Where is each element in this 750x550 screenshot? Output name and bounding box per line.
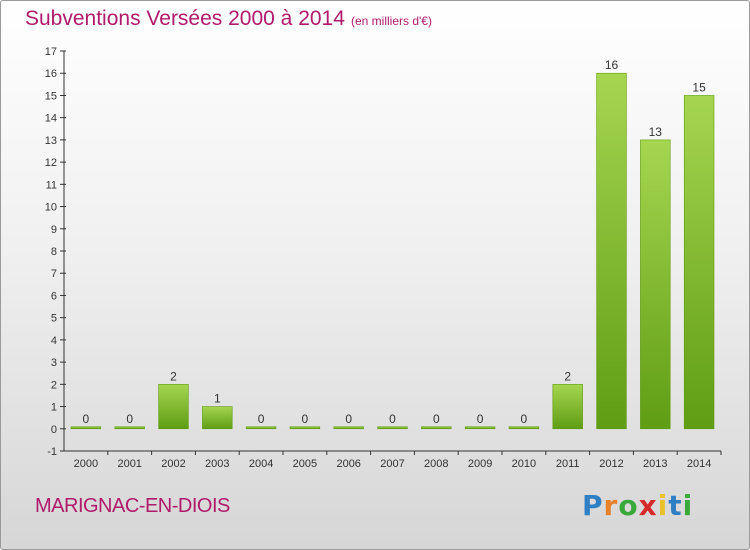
- bar-value-label: 2: [170, 369, 177, 383]
- x-tick-label: 2008: [424, 458, 448, 470]
- bar: [640, 139, 671, 430]
- logo-letter: i: [657, 489, 669, 522]
- y-tick-label: 4: [51, 335, 57, 347]
- bar: [158, 384, 189, 430]
- bar-value-label: 13: [649, 125, 663, 139]
- y-tick-label: 5: [51, 313, 57, 325]
- bar-value-label: 15: [692, 80, 706, 94]
- y-tick-label: 15: [45, 90, 57, 102]
- x-tick-label: 2007: [380, 458, 404, 470]
- commune-name: MARIGNAC-EN-DIOIS: [35, 495, 230, 517]
- bar-value-label: 0: [258, 412, 265, 426]
- bar: [377, 426, 408, 430]
- chart-unit-note: (en milliers d'€): [351, 14, 432, 28]
- y-tick-label: 3: [51, 357, 57, 369]
- bar-value-label: 0: [477, 412, 484, 426]
- bar: [683, 95, 715, 430]
- proxiti-logo: Proxiti: [582, 489, 693, 522]
- x-tick-label: 2010: [512, 458, 536, 470]
- x-tick-label: 2014: [687, 458, 711, 470]
- bar: [289, 426, 321, 430]
- x-tick-label: 2005: [293, 458, 317, 470]
- logo-letter: r: [603, 489, 619, 522]
- y-tick-label: 9: [51, 224, 57, 236]
- bar-value-label: 0: [345, 412, 352, 426]
- x-tick-label: 2013: [643, 458, 667, 470]
- bar: [508, 426, 540, 430]
- y-tick-label: 13: [45, 135, 57, 147]
- logo-letter: x: [638, 489, 658, 522]
- y-tick-label: 6: [51, 290, 57, 302]
- bar-value-label: 0: [521, 412, 528, 426]
- bar-value-label: 0: [433, 412, 440, 426]
- y-tick-label: -1: [47, 446, 57, 458]
- bar-value-label: 0: [126, 412, 133, 426]
- bar-value-label: 0: [389, 412, 396, 426]
- logo-letter: i: [682, 489, 694, 522]
- bar: [464, 426, 496, 430]
- x-tick-label: 2004: [249, 458, 273, 470]
- y-tick-label: 8: [51, 246, 57, 258]
- bar: [70, 426, 102, 430]
- x-tick-label: 2009: [468, 458, 492, 470]
- x-tick-label: 2000: [74, 458, 98, 470]
- y-tick-label: 2: [51, 379, 57, 391]
- x-tick-label: 2003: [205, 458, 229, 470]
- y-tick-label: 10: [45, 202, 57, 214]
- y-tick-label: 11: [46, 179, 57, 191]
- y-tick-label: 14: [45, 113, 57, 125]
- x-tick-label: 2002: [161, 458, 185, 470]
- bar-value-label: 0: [83, 412, 90, 426]
- x-tick-label: 2001: [117, 458, 141, 470]
- logo-letter: P: [582, 489, 604, 522]
- y-tick-label: 7: [51, 268, 57, 280]
- bar: [202, 406, 233, 430]
- bar-value-label: 2: [564, 369, 571, 383]
- y-tick-label: 0: [51, 424, 57, 436]
- logo-letter: t: [668, 489, 683, 522]
- bar: [552, 384, 583, 430]
- bar: [114, 426, 145, 430]
- bar-value-label: 16: [605, 58, 619, 72]
- x-tick-label: 2006: [336, 458, 360, 470]
- bar: [596, 72, 627, 430]
- y-tick-label: 1: [51, 402, 57, 414]
- y-tick-label: 17: [45, 46, 57, 58]
- y-tick-label: 16: [45, 68, 57, 80]
- bar: [333, 426, 364, 430]
- chart-title: Subventions Versées 2000 à 2014: [25, 7, 345, 30]
- y-tick-label: 12: [45, 157, 57, 169]
- logo-letter: o: [618, 489, 639, 522]
- bar-value-label: 0: [302, 412, 309, 426]
- bar: [245, 426, 277, 430]
- bar: [421, 426, 452, 430]
- bar-value-label: 1: [214, 392, 221, 406]
- x-tick-label: 2011: [556, 458, 580, 470]
- x-tick-label: 2012: [599, 458, 623, 470]
